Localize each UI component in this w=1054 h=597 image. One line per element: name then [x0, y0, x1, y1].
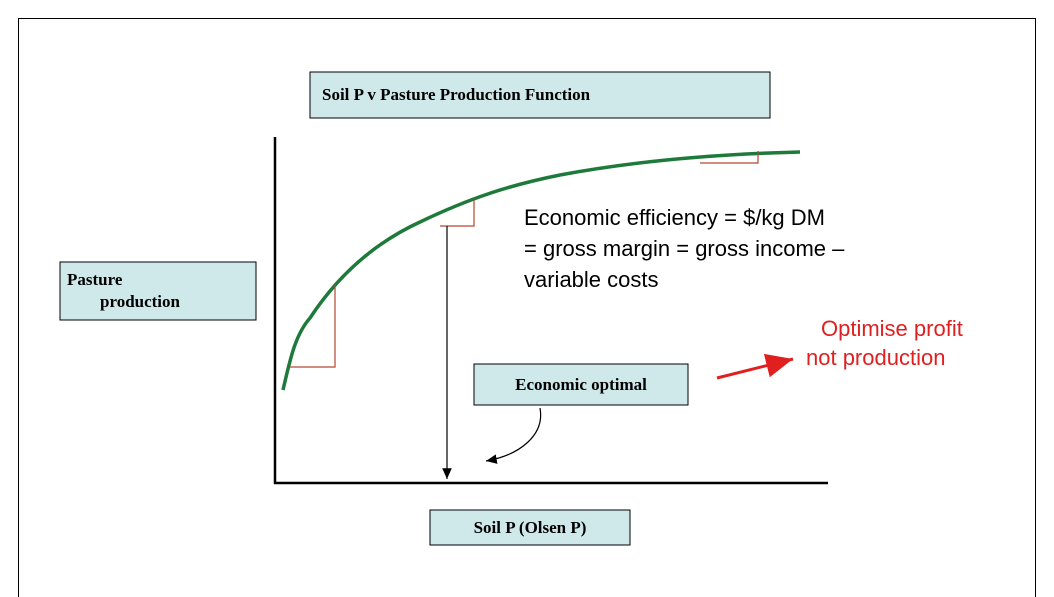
note-line: Economic efficiency = $/kg DM — [524, 205, 825, 230]
marginal-step — [440, 200, 475, 227]
y-label-box — [59, 261, 257, 321]
note-line: = gross margin = gross income – — [524, 236, 845, 261]
optimum-arrow — [485, 407, 542, 464]
slide-border — [18, 18, 1036, 597]
callout-line: Optimise profit — [821, 316, 963, 341]
callout-line: not production — [806, 345, 945, 370]
marginal-step — [290, 285, 336, 368]
title: Soil P v Pasture Production Function — [322, 85, 591, 104]
note-line: variable costs — [524, 267, 659, 292]
callout-arrow — [716, 353, 794, 380]
optimum-label: Economic optimal — [515, 375, 647, 394]
response-curve — [281, 150, 801, 391]
x-label: Soil P (Olsen P) — [474, 518, 587, 537]
title-box — [309, 71, 771, 119]
x-label-box — [429, 509, 631, 546]
y-label: Pasture — [67, 270, 123, 289]
marginal-step — [700, 151, 759, 164]
y-label: production — [100, 292, 181, 311]
optimum-box — [473, 363, 689, 406]
